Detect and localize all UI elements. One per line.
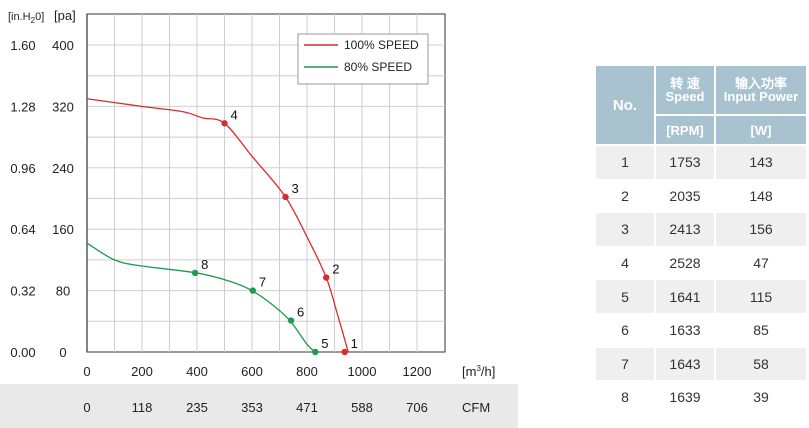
cell-rpm: 2035 [656, 179, 716, 214]
cell-rpm: 2528 [656, 246, 716, 281]
x-axis-unit: [m3/h] [462, 364, 495, 379]
cell-watt: 156 [716, 213, 806, 247]
operating-point [312, 348, 319, 356]
legend-label: 80% SPEED [344, 60, 412, 74]
table-row: 8 1639 39 [596, 381, 806, 415]
pa-axis-unit: [pa] [54, 8, 76, 23]
x-tick-cfm: 706 [406, 400, 428, 415]
cell-no: 5 [596, 280, 656, 314]
inh2o-axis-unit: [in.H20] [8, 11, 44, 25]
operating-point [249, 287, 257, 294]
unit-power: [W] [716, 116, 806, 146]
spec-table: No. 转 速 Speed 输入功率 Input Power [RPM] [W]… [596, 66, 806, 415]
pq-chart-svg: [in.H20] [pa]00.00800.321600.642400.96320… [0, 8, 518, 428]
table-header-row: No. 转 速 Speed 输入功率 Input Power [596, 66, 806, 146]
x-tick-cfm: 471 [296, 400, 318, 415]
table-row: 1 1753 143 [596, 146, 806, 180]
table-row: 7 1643 58 [596, 347, 806, 382]
x-tick-cfm: 0 [83, 400, 90, 415]
cell-no: 3 [596, 213, 656, 247]
cell-watt: 143 [716, 146, 806, 180]
col-no-header: No. [596, 66, 656, 146]
cell-watt: 39 [716, 381, 806, 415]
cell-no: 1 [596, 146, 656, 180]
y-tick-inh2o: 0.00 [10, 345, 35, 360]
x-tick-cfm: 353 [241, 400, 263, 415]
col-speed-cn: 转 速 [670, 76, 700, 91]
y-tick-pa: 400 [52, 38, 74, 53]
operating-point-label: 3 [292, 181, 299, 196]
cell-no: 7 [596, 347, 656, 382]
cell-rpm: 1633 [656, 313, 716, 348]
operating-point-label: 1 [351, 336, 358, 351]
cell-rpm: 1641 [656, 280, 716, 314]
operating-point [323, 274, 330, 281]
cell-no: 2 [596, 179, 656, 214]
operating-point-label: 7 [259, 275, 266, 290]
cell-watt: 115 [716, 280, 806, 314]
unit-speed: [RPM] [656, 116, 716, 146]
x-tick-cfm: 118 [132, 400, 153, 415]
legend-label: 100% SPEED [344, 38, 419, 52]
x-tick-m3h: 200 [131, 364, 153, 379]
operating-point-label: 8 [201, 257, 208, 272]
legend-box [297, 33, 429, 85]
col-power-cn: 输入功率 [734, 76, 787, 91]
table-row: 6 1633 85 [596, 313, 806, 348]
series-line-80 [86, 242, 316, 353]
operating-point-label: 5 [321, 336, 328, 351]
y-tick-inh2o: 1.60 [10, 38, 35, 53]
cell-rpm: 1639 [656, 381, 716, 415]
operating-point [287, 317, 295, 324]
table-unit-row: [RPM] [W] [596, 116, 806, 146]
x-tick-cfm: 588 [351, 400, 373, 415]
table-row: 4 2528 47 [596, 246, 806, 281]
cell-no: 6 [596, 313, 656, 348]
operating-point-label: 2 [332, 262, 339, 277]
x-tick-m3h: 0 [83, 364, 90, 379]
y-tick-pa: 0 [59, 345, 66, 360]
y-tick-inh2o: 0.96 [10, 161, 35, 176]
x-tick-m3h: 1200 [403, 364, 432, 379]
y-tick-pa: 160 [52, 222, 74, 237]
x-tick-m3h: 600 [241, 364, 263, 379]
operating-point [221, 120, 228, 127]
y-tick-inh2o: 0.64 [10, 222, 35, 237]
table-row: 5 1641 115 [596, 280, 806, 314]
cell-watt: 85 [716, 313, 806, 348]
operating-point [191, 269, 199, 277]
pq-chart: [in.H20] [pa] 0 0.00 80 0.32 160 0.64 240 0.96 320… [0, 8, 518, 428]
cell-rpm: 1643 [656, 347, 716, 382]
col-power-en: Input Power [723, 89, 799, 104]
x-tick-cfm: 235 [186, 400, 208, 415]
cell-watt: 58 [716, 347, 806, 382]
cell-watt: 47 [716, 246, 806, 281]
table-row: 2 2035 148 [596, 179, 806, 214]
y-tick-pa: 240 [52, 161, 74, 176]
table-row: 3 2413 156 [596, 213, 806, 247]
x-tick-m3h: 1000 [348, 364, 377, 379]
y-tick-inh2o: 0.32 [10, 284, 35, 299]
cfm-band [0, 384, 518, 428]
cell-rpm: 2413 [656, 213, 716, 247]
cell-no: 4 [596, 246, 656, 281]
col-power-header: 输入功率 Input Power [716, 66, 806, 116]
x-tick-m3h: 800 [296, 364, 318, 379]
operating-point [341, 348, 348, 356]
y-tick-pa: 80 [56, 284, 70, 299]
y-tick-pa: 320 [52, 99, 74, 114]
operating-point [282, 193, 289, 201]
operating-point-label: 6 [297, 305, 304, 320]
cell-watt: 148 [716, 179, 806, 214]
cell-no: 8 [596, 381, 656, 415]
col-speed-en: Speed [665, 89, 705, 104]
col-speed-header: 转 速 Speed [656, 66, 716, 116]
y-tick-inh2o: 1.28 [10, 99, 35, 114]
cell-rpm: 1753 [656, 146, 716, 180]
x-tick-m3h: 400 [186, 364, 208, 379]
cfm-axis-unit: CFM [462, 400, 490, 415]
series-line-100 [86, 98, 349, 353]
operating-point-label: 4 [231, 107, 238, 122]
